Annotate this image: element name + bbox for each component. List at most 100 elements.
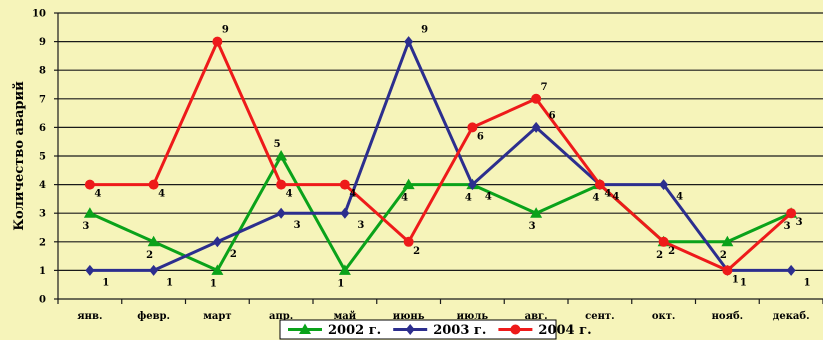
data-label: 4 xyxy=(676,192,683,203)
data-label: 1 xyxy=(102,277,109,288)
x-axis: янв. февр. март апр. май июнь июль авг. сент. окт… xyxy=(57,299,823,322)
data-point xyxy=(276,179,287,190)
data-point xyxy=(721,235,734,247)
legend-label: 2002 г. xyxy=(328,323,381,338)
x-tick-label: март xyxy=(203,311,231,322)
data-label: 3 xyxy=(357,220,364,231)
data-label: 4 xyxy=(465,193,472,204)
data-point xyxy=(531,121,541,133)
data-label: 3 xyxy=(82,221,89,232)
data-label: 1 xyxy=(740,277,747,288)
data-point xyxy=(339,179,350,190)
series-2002 xyxy=(83,150,798,275)
series-line xyxy=(89,40,793,272)
x-tick-label: сент. xyxy=(585,311,614,322)
data-label: 4 xyxy=(401,193,408,204)
y-axis: 0 1 2 3 4 5 6 7 8 9 10 xyxy=(32,9,59,306)
data-point xyxy=(340,207,350,219)
data-label: 9 xyxy=(421,25,428,36)
x-tick-label: янв. xyxy=(77,311,102,322)
data-point xyxy=(594,179,605,190)
data-point xyxy=(530,207,543,218)
data-label: 1 xyxy=(337,278,344,289)
legend-item: 2004 г. xyxy=(498,323,592,338)
data-label: 7 xyxy=(541,82,548,93)
data-point xyxy=(211,264,224,275)
y-tick-label: 0 xyxy=(39,295,46,306)
data-label: 4 xyxy=(612,192,619,203)
data-point xyxy=(510,324,521,335)
data-point xyxy=(83,207,96,218)
y-tick-label: 5 xyxy=(39,152,46,163)
data-point xyxy=(531,93,542,104)
data-point xyxy=(659,179,669,191)
data-label: 2 xyxy=(230,249,237,260)
y-axis-label: Количество аварий xyxy=(12,81,27,231)
data-label: 4 xyxy=(592,193,599,204)
y-tick-label: 9 xyxy=(39,37,46,48)
data-label: 4 xyxy=(485,192,492,203)
data-point xyxy=(212,36,223,47)
x-tick-label: июнь xyxy=(393,311,425,322)
y-tick-label: 6 xyxy=(39,123,46,134)
data-point xyxy=(85,264,95,276)
data-point xyxy=(338,264,351,275)
x-tick-label: нояб. xyxy=(712,311,744,322)
data-point xyxy=(405,324,415,335)
y-tick-label: 3 xyxy=(39,209,46,220)
legend: 2002 г. 2003 г. 2004 г. xyxy=(279,319,592,340)
legend-label: 2004 г. xyxy=(538,323,591,338)
x-tick-label: май xyxy=(334,311,357,322)
legend-item: 2003 г. xyxy=(393,323,486,338)
data-label: 3 xyxy=(796,217,803,228)
data-label: 2 xyxy=(720,250,727,261)
x-tick-label: окт. xyxy=(652,311,676,322)
data-label: 4 xyxy=(286,189,293,200)
x-tick-label: апр. xyxy=(269,311,293,322)
data-label: 1 xyxy=(210,278,217,289)
data-point xyxy=(84,179,95,190)
data-label: 9 xyxy=(222,25,229,36)
data-point xyxy=(212,236,222,248)
y-tick-label: 10 xyxy=(32,9,46,20)
data-label: 6 xyxy=(477,131,484,142)
data-label: 2 xyxy=(668,246,675,257)
data-point xyxy=(147,235,160,247)
legend-item: 2002 г. xyxy=(288,323,381,338)
data-point xyxy=(786,264,796,276)
x-tick-label: июль xyxy=(457,311,489,322)
data-label: 5 xyxy=(274,139,281,150)
data-point xyxy=(786,208,797,219)
y-tick-label: 4 xyxy=(39,180,46,191)
x-tick-label: декаб. xyxy=(773,311,810,322)
data-point xyxy=(658,236,669,247)
series-line xyxy=(89,40,792,272)
y-tick-label: 7 xyxy=(39,94,46,105)
series-lines xyxy=(83,36,798,276)
grid xyxy=(58,12,823,300)
data-label: 1 xyxy=(732,274,739,285)
y-tick-label: 8 xyxy=(39,66,46,77)
data-point xyxy=(404,36,414,48)
data-label: 4 xyxy=(158,189,165,200)
data-label: 1 xyxy=(166,277,173,288)
data-label: 3 xyxy=(784,221,791,232)
data-label: 2 xyxy=(656,250,663,261)
data-label: 4 xyxy=(349,189,356,200)
y-tick-label: 2 xyxy=(39,237,46,248)
data-label: 1 xyxy=(804,277,811,288)
data-label: 4 xyxy=(604,189,611,200)
x-tick-label: авг. xyxy=(525,311,548,322)
data-point xyxy=(299,323,311,334)
data-point xyxy=(403,236,414,247)
data-point xyxy=(276,207,286,219)
data-point xyxy=(275,150,288,161)
data-point xyxy=(467,179,477,191)
data-label: 2 xyxy=(413,246,420,257)
data-point xyxy=(722,265,733,276)
data-label: 3 xyxy=(529,221,536,232)
y-tick-label: 1 xyxy=(39,266,46,277)
